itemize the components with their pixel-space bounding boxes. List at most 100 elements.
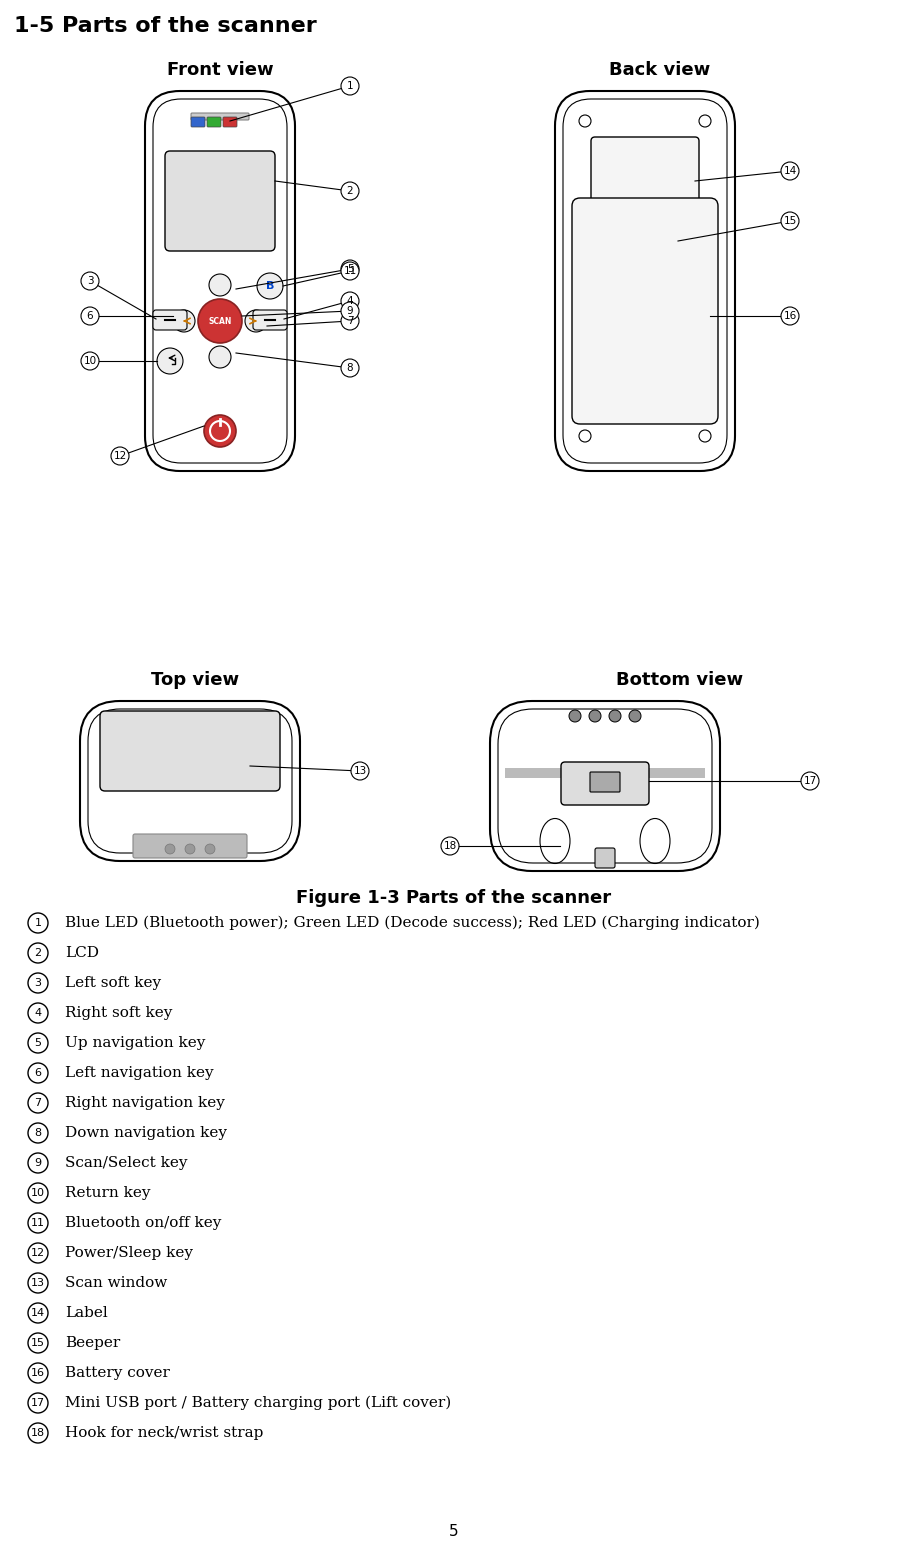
Text: 5: 5 — [346, 264, 354, 275]
Text: Mini USB port / Battery charging port (Lift cover): Mini USB port / Battery charging port (L… — [65, 1396, 451, 1410]
Text: 2: 2 — [346, 186, 354, 197]
Text: 8: 8 — [35, 1129, 42, 1138]
Text: 8: 8 — [346, 364, 354, 373]
Text: 2: 2 — [35, 948, 42, 958]
Circle shape — [81, 308, 99, 325]
Circle shape — [28, 1363, 48, 1383]
Text: 15: 15 — [784, 215, 796, 226]
Text: SCAN: SCAN — [208, 317, 232, 326]
Circle shape — [341, 359, 359, 378]
Circle shape — [204, 415, 236, 446]
Text: 5: 5 — [35, 1038, 42, 1047]
Text: 16: 16 — [784, 311, 796, 322]
FancyBboxPatch shape — [561, 762, 649, 805]
Text: 14: 14 — [784, 165, 796, 176]
Text: Front view: Front view — [166, 61, 274, 80]
FancyBboxPatch shape — [207, 117, 221, 126]
FancyBboxPatch shape — [133, 834, 247, 859]
Circle shape — [28, 973, 48, 993]
Text: 9: 9 — [35, 1158, 42, 1168]
Circle shape — [781, 162, 799, 180]
Text: Right soft key: Right soft key — [65, 1005, 173, 1019]
Text: 17: 17 — [31, 1399, 45, 1408]
Circle shape — [198, 300, 242, 343]
Circle shape — [28, 913, 48, 933]
FancyBboxPatch shape — [191, 117, 205, 126]
FancyBboxPatch shape — [555, 91, 735, 471]
Text: 7: 7 — [346, 315, 354, 326]
Circle shape — [28, 1154, 48, 1172]
Circle shape — [28, 1183, 48, 1204]
Circle shape — [28, 1243, 48, 1263]
Text: 11: 11 — [31, 1218, 45, 1229]
Circle shape — [341, 292, 359, 311]
Circle shape — [341, 262, 359, 279]
FancyBboxPatch shape — [145, 91, 295, 471]
FancyBboxPatch shape — [498, 709, 712, 863]
FancyBboxPatch shape — [80, 701, 300, 862]
Text: Figure 1-3 Parts of the scanner: Figure 1-3 Parts of the scanner — [296, 890, 612, 907]
Circle shape — [589, 710, 601, 723]
Text: 7: 7 — [35, 1097, 42, 1108]
Text: Down navigation key: Down navigation key — [65, 1125, 227, 1140]
Circle shape — [245, 311, 267, 332]
Text: 17: 17 — [804, 776, 816, 787]
Text: 12: 12 — [114, 451, 126, 460]
Circle shape — [801, 773, 819, 790]
Circle shape — [81, 272, 99, 290]
Circle shape — [629, 710, 641, 723]
Circle shape — [165, 845, 175, 854]
FancyBboxPatch shape — [563, 98, 727, 464]
FancyBboxPatch shape — [595, 848, 615, 868]
Text: 9: 9 — [346, 306, 354, 315]
Text: 1: 1 — [35, 918, 42, 927]
Circle shape — [28, 1213, 48, 1233]
Circle shape — [28, 943, 48, 963]
Circle shape — [351, 762, 369, 780]
Text: Return key: Return key — [65, 1186, 151, 1200]
FancyBboxPatch shape — [505, 768, 705, 777]
Text: Scan/Select key: Scan/Select key — [65, 1157, 187, 1171]
Circle shape — [781, 212, 799, 229]
FancyBboxPatch shape — [165, 151, 275, 251]
Text: 12: 12 — [31, 1247, 45, 1258]
FancyBboxPatch shape — [153, 98, 287, 464]
Circle shape — [81, 351, 99, 370]
Circle shape — [28, 1122, 48, 1143]
Circle shape — [157, 348, 183, 375]
Circle shape — [28, 1333, 48, 1353]
Circle shape — [28, 1063, 48, 1083]
FancyBboxPatch shape — [591, 137, 699, 225]
Text: 1-5 Parts of the scanner: 1-5 Parts of the scanner — [14, 16, 316, 36]
Text: Bluetooth on/off key: Bluetooth on/off key — [65, 1216, 222, 1230]
Text: Battery cover: Battery cover — [65, 1366, 170, 1380]
Circle shape — [341, 76, 359, 95]
Text: 10: 10 — [84, 356, 96, 365]
Text: 3: 3 — [86, 276, 94, 286]
Text: Left soft key: Left soft key — [65, 976, 161, 990]
Text: Bottom view: Bottom view — [616, 671, 744, 688]
FancyBboxPatch shape — [88, 709, 292, 852]
Circle shape — [173, 311, 195, 332]
Text: 3: 3 — [35, 979, 42, 988]
Circle shape — [205, 845, 215, 854]
Circle shape — [28, 1424, 48, 1442]
Circle shape — [28, 1004, 48, 1022]
Text: LCD: LCD — [65, 946, 99, 960]
FancyBboxPatch shape — [153, 311, 187, 329]
Text: 18: 18 — [31, 1428, 45, 1438]
Circle shape — [28, 1392, 48, 1413]
Text: 4: 4 — [35, 1008, 42, 1018]
FancyBboxPatch shape — [100, 710, 280, 791]
FancyBboxPatch shape — [572, 198, 718, 425]
FancyBboxPatch shape — [191, 112, 249, 120]
Text: 16: 16 — [31, 1367, 45, 1378]
Text: 4: 4 — [346, 297, 354, 306]
Text: Up navigation key: Up navigation key — [65, 1037, 205, 1051]
Text: Right navigation key: Right navigation key — [65, 1096, 225, 1110]
Circle shape — [209, 347, 231, 368]
Circle shape — [609, 710, 621, 723]
Text: 10: 10 — [31, 1188, 45, 1197]
Text: 13: 13 — [354, 766, 366, 776]
Circle shape — [781, 308, 799, 325]
